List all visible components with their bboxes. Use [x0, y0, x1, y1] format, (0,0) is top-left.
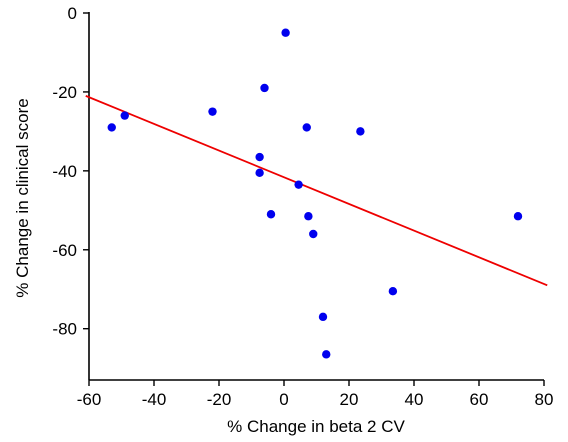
x-tick-label: 40 — [405, 390, 424, 409]
y-tick-label: 0 — [68, 4, 77, 23]
x-tick-label: -20 — [207, 390, 232, 409]
data-point — [260, 83, 269, 93]
data-point — [281, 28, 290, 37]
axes — [83, 12, 545, 386]
y-tick-label: -40 — [52, 162, 77, 181]
data-point — [302, 123, 311, 132]
data-point — [388, 287, 398, 296]
x-tick-label: -40 — [142, 390, 167, 409]
y-axis-label: % Change in clinical score — [13, 98, 32, 297]
data-point — [309, 229, 318, 239]
data-point — [322, 350, 331, 359]
data-point — [255, 152, 264, 162]
x-tick-label: 80 — [535, 390, 554, 409]
data-point — [255, 168, 264, 178]
x-tick-label: -60 — [77, 390, 102, 409]
y-tick-label: -60 — [52, 241, 77, 260]
data-point — [266, 210, 276, 219]
data-point — [294, 180, 303, 189]
data-point — [304, 212, 313, 221]
data-points — [107, 28, 523, 359]
x-tick-label: 20 — [340, 390, 359, 409]
y-tick-label: -20 — [52, 83, 77, 102]
x-tick-label: 60 — [470, 390, 489, 409]
data-point — [120, 111, 129, 120]
x-tick-label: 0 — [279, 390, 288, 409]
data-point — [356, 127, 365, 136]
y-tick-label: -80 — [52, 320, 77, 339]
trend-line — [85, 95, 548, 287]
data-point — [208, 107, 217, 116]
trendline-group — [85, 95, 548, 287]
x-axis-label: % Change in beta 2 CV — [227, 417, 405, 436]
data-point — [107, 123, 116, 132]
data-point — [513, 212, 523, 221]
tick-labels: -60 -40 -20 0 20 40 60 80 0 -20 -40 -60 -80 — [52, 4, 553, 409]
data-point — [318, 312, 328, 322]
